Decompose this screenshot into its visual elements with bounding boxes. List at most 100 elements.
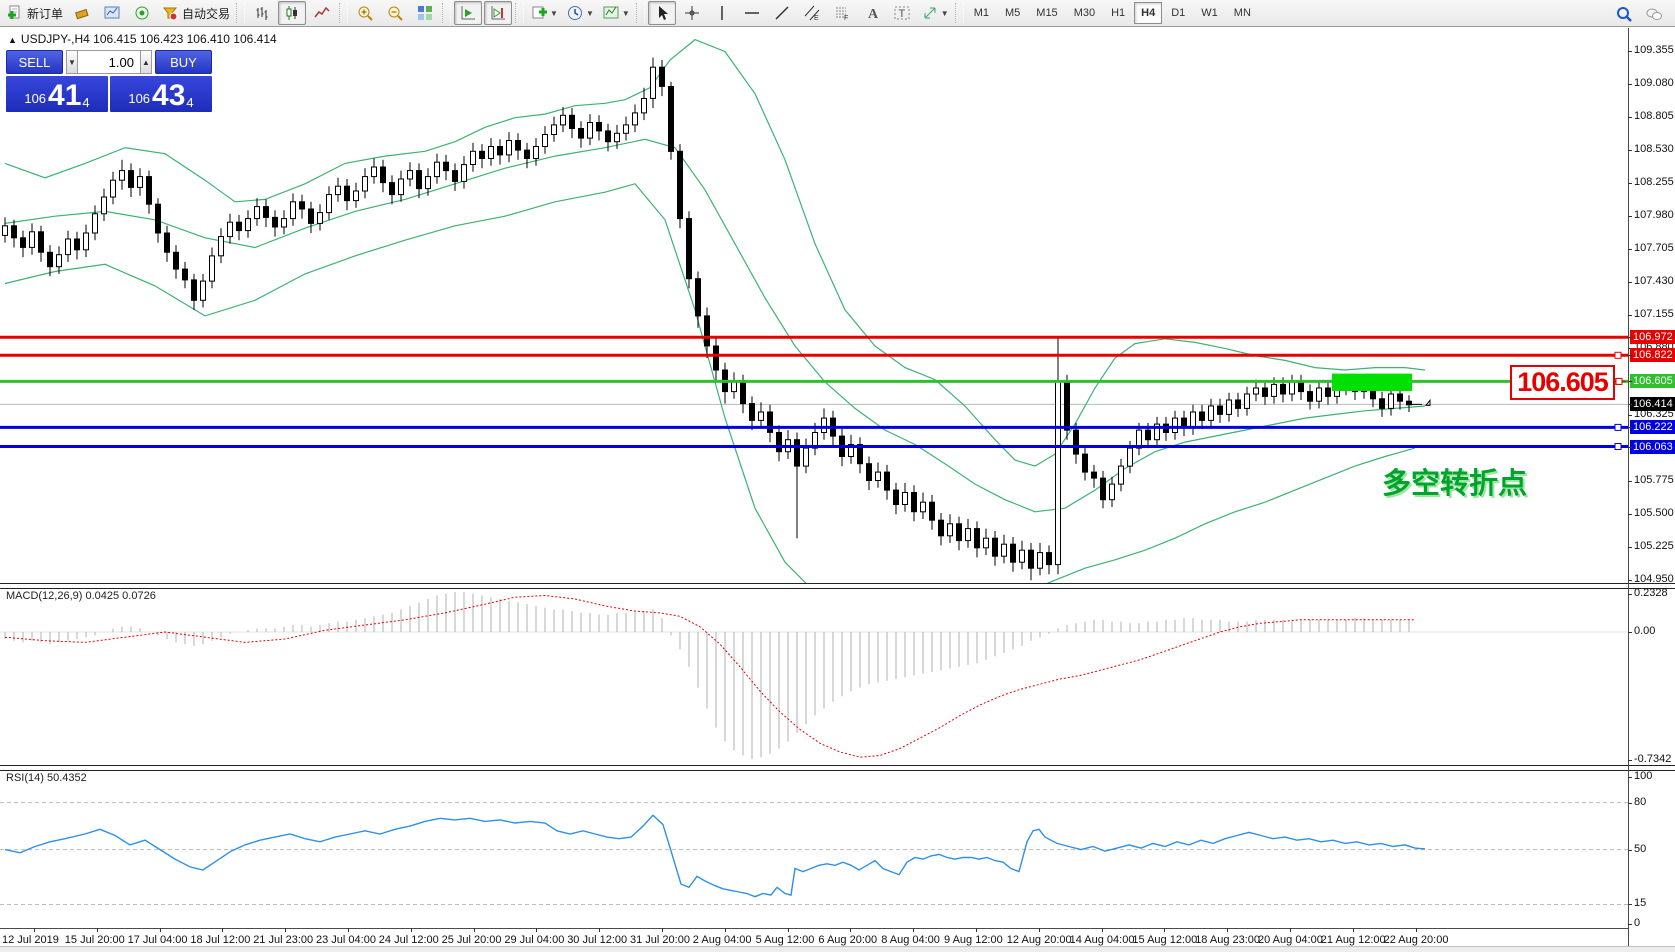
symbol-collapse-icon[interactable]: ▲ [8,35,17,45]
sound-icon [135,6,149,20]
crosshair-icon [684,6,699,20]
axis-tick [1628,150,1632,152]
price-callout-box[interactable]: 106.605 [1510,365,1615,400]
time-tick [536,928,538,932]
sell-price-display[interactable]: 106 41 4 [6,76,108,112]
macd-label: MACD(12,26,9) 0.0425 0.0726 [6,590,156,602]
candlestick-button[interactable] [278,1,307,25]
volume-decrement-button[interactable]: ▼ [66,50,79,74]
chat-icon [1646,8,1662,20]
price-badge: 106.222 [1630,420,1675,435]
axis-tick-label: 80 [1634,795,1647,808]
time-tick-label: 6 Aug 20:00 [818,934,878,946]
autotrading-button[interactable]: 自动交易 [158,1,233,25]
text-button[interactable]: A [858,1,886,25]
sell-button[interactable]: SELL [6,50,63,74]
time-tick [1164,928,1166,932]
timeframe-button-m15[interactable]: M15 [1036,7,1058,19]
eraser-button[interactable] [68,1,96,25]
toolbar-separator [236,3,246,23]
time-tick-label: 18 Aug 23:00 [1195,934,1261,946]
templates-button[interactable]: ▼ [599,1,633,25]
channel-button[interactable]: E [798,1,826,25]
chart-shift-button[interactable] [484,1,513,25]
timeframe-button-m1[interactable]: M1 [973,7,989,19]
toolbar-separator [442,3,452,23]
time-tick [1352,928,1354,932]
axis-tick [1628,404,1632,406]
horizontal-line-button[interactable] [738,1,766,25]
time-tick [159,928,161,932]
new-order-icon [8,5,20,19]
timeframe-button-d1[interactable]: D1 [1171,7,1186,19]
buy-price-display[interactable]: 106 43 4 [110,76,212,112]
time-tick-label: 14 Aug 04:00 [1069,934,1135,946]
indicators-button[interactable]: ▼ [527,1,561,25]
axis-tick [1628,216,1632,218]
channel-icon: E [804,5,820,22]
label-button[interactable]: T [888,1,916,25]
timeframe-button-w1[interactable]: W1 [1201,7,1218,19]
fibonacci-icon: F [835,7,848,22]
time-tick-label: 12 Aug 20:00 [1006,934,1072,946]
time-tick [1415,928,1417,932]
axis-tick-label: 109.355 [1634,44,1674,57]
timeframe-button-m5[interactable]: M5 [1005,7,1021,19]
time-tick [1038,928,1040,932]
templates-icon [603,6,619,19]
timeframe-button-h4[interactable]: H4 [1134,2,1163,24]
vertical-line-button[interactable] [708,1,736,25]
time-tick-label: 21 Aug 12:00 [1320,934,1386,946]
vertical-line-icon [721,6,723,20]
periods-button[interactable]: ▼ [563,1,597,25]
trendline-button[interactable] [768,1,796,25]
auto-scroll-button[interactable] [454,1,483,25]
zoom-out-button[interactable] [381,1,409,25]
search-button[interactable] [1610,2,1638,26]
axis-tick [1628,427,1632,429]
toolbar-separator [515,3,525,23]
candlestick-icon [286,6,298,20]
timeframe-button-mn[interactable]: MN [1233,7,1251,19]
new-order-button[interactable]: 新订单 [3,1,66,25]
panel-separator[interactable] [0,765,1675,771]
cursor-button[interactable] [647,1,676,25]
chart-annotation-text[interactable]: 多空转折点 [1382,468,1528,500]
fibonacci-button[interactable]: F [828,1,856,25]
timeframe-button-m30[interactable]: M30 [1073,7,1096,19]
time-tick-label: 9 Aug 12:00 [944,934,1003,946]
axis-tick [1628,183,1632,185]
chart-window-button[interactable] [98,1,126,25]
axis-tick [1628,282,1632,284]
chat-button[interactable] [1640,2,1668,26]
axis-tick-label: 104.950 [1634,573,1674,586]
time-tick-label: 21 Jul 23:00 [253,934,314,946]
crosshair-button[interactable] [678,1,706,25]
label-icon: T [894,6,910,20]
volume-input[interactable] [78,50,140,74]
panel-separator[interactable] [0,583,1675,589]
time-tick-label: 23 Jul 04:00 [316,934,376,946]
tile-windows-button[interactable] [411,1,439,25]
line-chart-button[interactable] [308,1,336,25]
arrows-button[interactable]: ▼ [918,1,952,25]
axis-tick-label: 108.530 [1634,143,1674,156]
zoom-in-button[interactable] [351,1,379,25]
axis-tick-label: -0.7342 [1634,752,1672,765]
bar-chart-button[interactable] [248,1,276,25]
axis-tick [1628,580,1632,582]
chart-area[interactable]: ▲ USDJPY-,H4 106.415 106.423 106.410 106.… [0,28,1675,952]
buy-button[interactable]: BUY [155,50,212,74]
sound-button[interactable] [128,1,156,25]
bottom-strip [0,946,1675,952]
svg-text:F: F [844,15,848,22]
time-tick [1290,928,1291,932]
price-badge: 106.972 [1630,330,1675,345]
timeframe-button-h1[interactable]: H1 [1111,7,1126,19]
price-chart-canvas[interactable] [0,28,1629,946]
time-tick [662,928,663,932]
eraser-icon [75,8,89,20]
volume-increment-button[interactable]: ▲ [139,50,152,74]
zoom-in-icon [358,6,373,21]
